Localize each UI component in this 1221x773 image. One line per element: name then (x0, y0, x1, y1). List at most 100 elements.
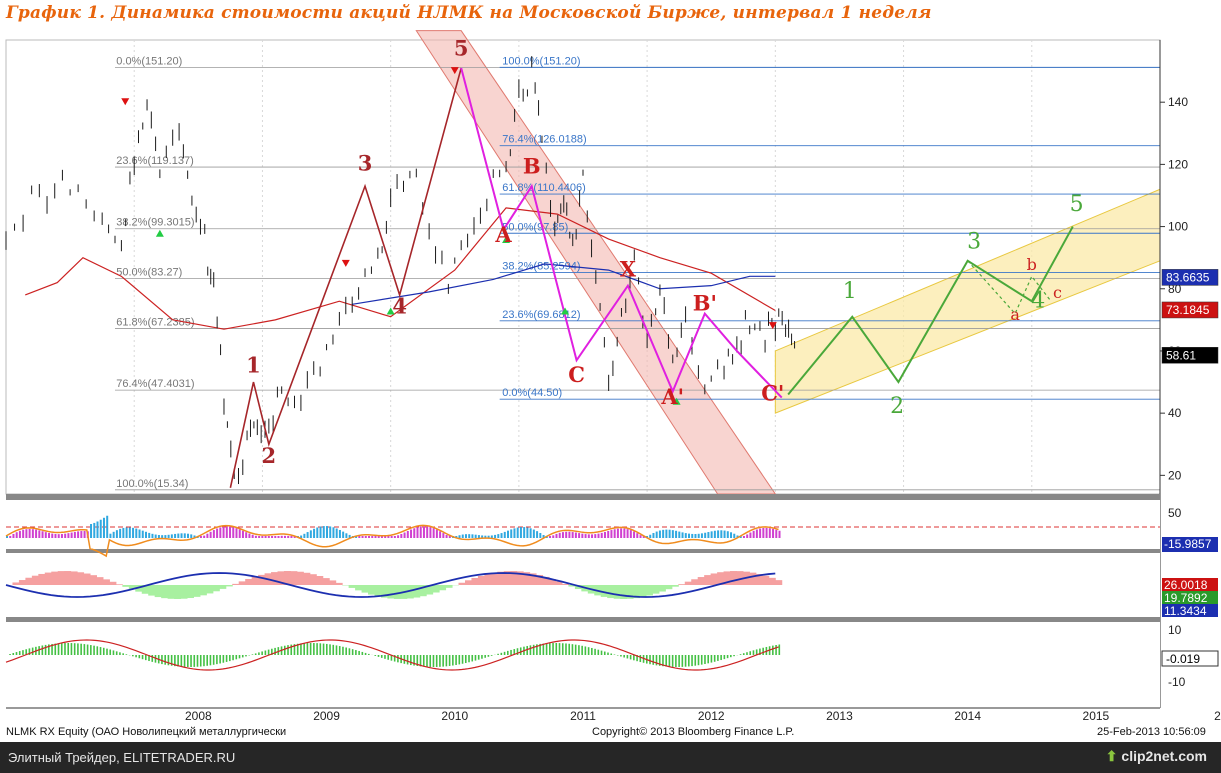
sell-signal-icon (121, 98, 130, 106)
osc3-bar (587, 647, 590, 655)
osc1-bar (713, 530, 716, 538)
osc1-bar (300, 535, 303, 538)
forecast-wave-line (787, 226, 1074, 396)
osc3-bar (691, 655, 693, 667)
osc1-bar (523, 527, 526, 538)
osc1-bar (435, 529, 438, 538)
osc1-bar (31, 529, 34, 538)
osc3-bar (730, 655, 732, 658)
osc2-area (38, 573, 46, 585)
osc2-area (439, 585, 447, 591)
y-tick-label: 100 (1168, 220, 1188, 234)
osc3-bar (607, 652, 609, 655)
y-tick-label: 40 (1168, 406, 1182, 420)
osc3-bar (704, 655, 706, 665)
osc3-bar (762, 647, 764, 655)
osc2-badge (1162, 604, 1218, 617)
osc1-bar (671, 530, 674, 538)
osc3-bar (603, 651, 606, 655)
osc1-bar (374, 536, 377, 538)
osc1-bar (222, 526, 225, 538)
upload-arrow-icon: ⬆ (1105, 748, 1118, 764)
osc3-bar (759, 648, 761, 655)
osc1-bar (723, 530, 726, 538)
osc3-bar (313, 643, 315, 655)
osc3-bar (287, 645, 289, 655)
osc2-area (212, 585, 220, 592)
sell-signal-icon (768, 322, 777, 330)
osc1-bar (558, 532, 561, 538)
osc3-bar (574, 644, 577, 655)
wave-label: B' (693, 291, 717, 316)
osc1-bar (151, 533, 154, 538)
osc3-bar (655, 655, 658, 666)
osc1-bar (128, 527, 131, 538)
osc3-bar (597, 649, 600, 655)
osc3-bar (406, 655, 409, 665)
osc3-bar (778, 644, 781, 655)
osc3-bar (697, 655, 700, 666)
osc3-bar (170, 655, 173, 666)
osc1-bar (704, 532, 707, 538)
source-bar: Элитный Трейдер, ELITETRADER.RU ⬆ clip2n… (0, 742, 1221, 773)
osc3-bar (374, 655, 377, 656)
osc3-bar (80, 643, 82, 655)
osc2-area (167, 585, 175, 599)
osc2-area (206, 585, 214, 594)
osc3-bar (187, 655, 189, 667)
osc3-bar (591, 647, 593, 655)
osc3-bar (578, 645, 580, 655)
osc3-bar (303, 643, 305, 655)
osc1-bar (587, 534, 590, 538)
osc1-bar (77, 531, 80, 538)
osc1-bar (355, 536, 358, 538)
osc1-bar (258, 536, 261, 538)
osc1-bar (319, 526, 322, 538)
osc2-area (161, 585, 169, 599)
osc1-bar (177, 533, 180, 538)
osc3-bar (15, 652, 18, 655)
osc1-bar (778, 530, 781, 538)
osc3-bar (235, 655, 238, 660)
osc1-bar (416, 527, 419, 538)
osc3-bar (196, 655, 199, 667)
buy-signal-icon (561, 307, 570, 315)
osc3-bar (309, 643, 312, 655)
moving-average-blue (352, 263, 776, 305)
osc3-bar (251, 654, 254, 655)
osc3-bar (57, 643, 60, 655)
osc3-bar (96, 646, 99, 655)
osc2-area (368, 585, 375, 595)
osc3-bar (461, 655, 464, 664)
osc1-bar (199, 536, 202, 538)
osc1-bar (403, 532, 406, 538)
osc3-bar (426, 655, 428, 667)
osc3-bar (700, 655, 703, 665)
osc1-bar (345, 533, 348, 538)
osc1-bar (254, 535, 257, 538)
osc2-area (219, 585, 227, 589)
osc3-bar (368, 653, 370, 655)
osc1-bar (167, 534, 170, 538)
osc1-bar (283, 535, 286, 538)
osc1-bar (48, 532, 51, 538)
osc1-bar (623, 528, 626, 538)
osc1-bar (497, 534, 500, 538)
osc1-bar (393, 536, 396, 538)
osc1-bar (264, 536, 267, 538)
osc3-bar (358, 650, 360, 655)
osc2-area (555, 581, 563, 585)
osc3-bar (177, 655, 179, 667)
osc2-area (199, 585, 207, 596)
osc1-bar (700, 533, 703, 538)
osc3-bar (662, 655, 664, 667)
osc1-bar (12, 533, 15, 538)
osc3-bar (144, 655, 147, 661)
osc3-bar (238, 655, 241, 659)
security-name: NLMK RX Equity (ОАО Новолипецкий металлу… (6, 726, 287, 738)
osc1-bar (419, 526, 422, 538)
osc1-bar (28, 528, 31, 538)
osc1-bar (60, 534, 63, 538)
osc1-bar (539, 533, 542, 538)
osc1-bar (232, 527, 235, 538)
